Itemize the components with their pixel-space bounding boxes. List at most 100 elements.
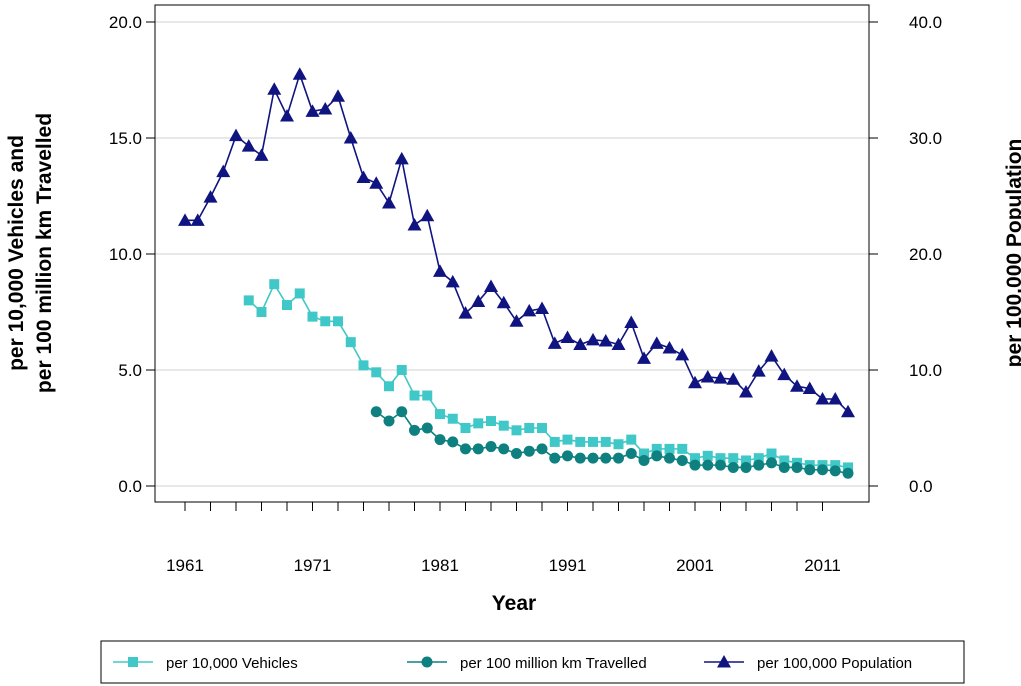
data-point [445,274,460,288]
left-y-axis-title-line1: per 10,000 Vehicles and [5,135,28,371]
data-point [178,213,192,226]
left-y-tick-label: 15.0 [109,129,142,148]
data-point [511,448,522,460]
data-point [256,307,267,317]
data-point [190,213,205,226]
data-point [624,315,639,328]
data-point [637,351,651,364]
data-point [639,448,649,459]
data-point [613,452,624,464]
data-point [509,314,524,327]
data-point [688,375,702,389]
data-point [345,337,356,348]
legend-swatch-marker [128,657,138,667]
data-point [394,151,409,165]
right-y-tick-label: 10.0 [909,361,942,380]
data-point [689,459,701,471]
series-3 [178,67,855,418]
data-point [241,139,256,152]
data-point [638,454,650,466]
data-point [562,450,573,462]
data-point [613,439,624,450]
legend-item: per 100,000 Population [704,655,912,672]
data-point [817,464,828,476]
data-point [843,462,853,473]
data-point [356,170,371,183]
data-point [560,330,575,344]
data-point [600,436,611,447]
data-point [447,436,459,448]
data-point [396,365,407,375]
data-point [802,381,817,395]
data-point [343,131,358,144]
data-point [779,455,790,466]
data-point [216,164,231,178]
data-point [664,452,675,464]
right-y-axis: 0.0 10.0 20.0 30.0 40.0 [869,13,942,496]
data-point [611,337,626,350]
data-point [766,457,777,469]
data-point [830,460,841,471]
data-point [549,452,561,464]
data-point [460,443,471,455]
data-point [522,303,537,317]
data-point [331,89,345,102]
data-point [677,443,688,454]
data-point [370,406,382,418]
data-point [383,415,395,427]
left-y-axis: 0.0 5.0 10.0 15.0 20.0 [109,13,155,496]
data-point [458,306,473,319]
data-point [396,406,408,418]
data-point [586,332,600,346]
data-point [485,441,497,453]
data-point [841,404,855,418]
data-point [829,465,841,477]
data-point [751,364,766,377]
data-point [562,434,573,445]
data-point [626,434,637,445]
data-point [460,423,471,433]
data-point [664,443,675,454]
data-point [726,372,741,385]
data-point [588,436,598,447]
data-point [700,369,715,383]
data-point [523,445,535,457]
legend-item: per 10,000 Vehicles [113,655,298,672]
data-point [791,461,803,473]
data-point [815,392,830,405]
data-point [371,367,382,378]
data-point [243,295,254,306]
data-point [713,371,728,384]
x-tick-label: 1971 [294,556,332,575]
gridlines [155,21,869,487]
x-tick-label: 2001 [676,556,714,575]
x-tick-label: 1981 [421,556,459,575]
data-point [651,443,662,454]
data-point [280,108,294,122]
data-point [254,148,269,161]
data-point [728,453,739,464]
data-point [778,461,790,473]
data-point [409,424,420,436]
right-y-tick-label: 30.0 [909,129,942,148]
data-point [651,450,663,462]
data-point [676,454,688,466]
data-point [690,453,700,464]
x-tick-label: 1961 [166,556,204,575]
data-point [536,443,548,455]
x-axis: 1961 1971 1981 1991 2001 2011 [166,502,841,575]
data-point [320,316,331,327]
right-y-axis-title: per 100,000 Population [1003,139,1021,368]
data-point [574,452,586,464]
data-point [790,379,804,392]
data-point [498,443,510,455]
data-point [777,367,792,381]
x-tick-label: 1991 [549,556,587,575]
data-point [753,453,764,464]
data-point [573,337,588,350]
data-point [828,392,843,405]
data-point [549,436,560,447]
data-point [766,448,777,459]
data-point [753,459,765,471]
